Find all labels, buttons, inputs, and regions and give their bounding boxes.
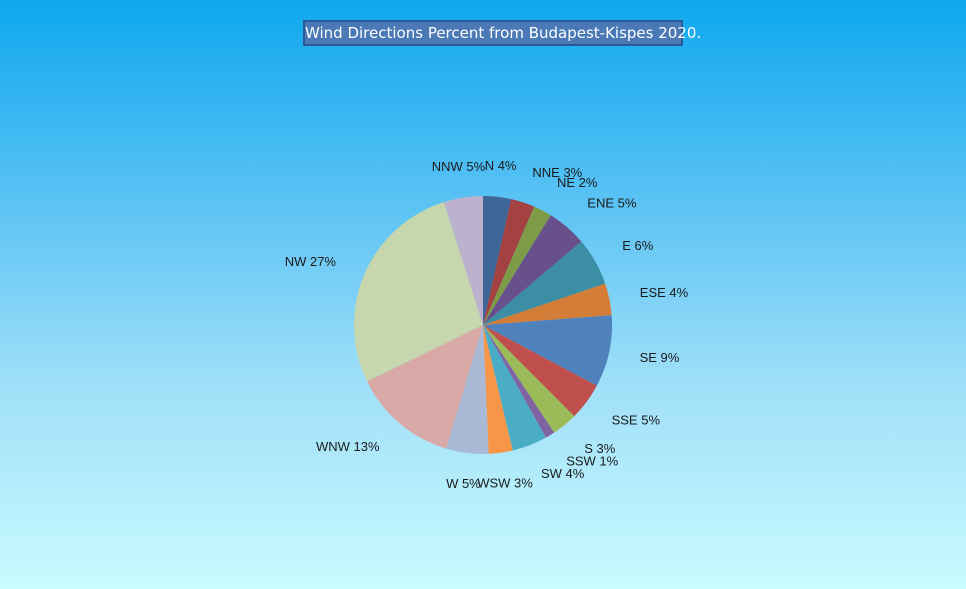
- pie-label-5: ESE 4%: [640, 285, 689, 300]
- pie-label-2: NE 2%: [557, 175, 598, 190]
- chart-title: Wind Directions Percent from Budapest-Ki…: [303, 20, 701, 46]
- pie-label-12: W 5%: [446, 476, 481, 491]
- pie-slice-3: [483, 215, 582, 325]
- pie-slice-14: [354, 202, 483, 382]
- pie-label-8: S 3%: [584, 441, 616, 456]
- pie-label-10: SW 4%: [541, 466, 585, 481]
- pie-slice-6: [483, 315, 612, 386]
- pie-label-15: NNW 5%: [432, 159, 486, 174]
- pie-slice-15: [443, 196, 483, 325]
- pie-slice-0: [483, 196, 512, 325]
- pie-label-11: WSW 3%: [477, 476, 533, 491]
- pie-label-3: ENE 5%: [587, 196, 637, 211]
- pie-slices: [354, 196, 612, 455]
- pie-slice-4: [483, 241, 606, 325]
- pie-slice-10: [483, 325, 546, 451]
- pie-slice-2: [483, 206, 551, 325]
- pie-label-0: N 4%: [485, 158, 517, 173]
- pie-label-7: SSE 5%: [612, 412, 661, 427]
- pie-slice-8: [483, 325, 575, 433]
- pie-slice-5: [483, 283, 612, 325]
- pie-labels: N 4% NNE 3%NE 2% ENE 5% E 6% ESE 4% SE 9% SSE …: [285, 158, 689, 491]
- pie-slice-1: [483, 199, 535, 325]
- pie-label-9: SSW 1%: [566, 454, 618, 469]
- pie-label-1: NNE 3%: [532, 165, 582, 180]
- pie-label-14: NW 27%: [285, 254, 337, 269]
- pie-slice-9: [483, 325, 555, 438]
- pie-label-6: SE 9%: [640, 350, 680, 365]
- pie-slice-12: [446, 325, 489, 455]
- pie-slice-11: [483, 325, 513, 454]
- pie-slice-7: [483, 325, 597, 417]
- pie-label-4: E 6%: [622, 238, 654, 253]
- pie-label-13: WNW 13%: [316, 439, 380, 454]
- pie-slice-13: [366, 325, 483, 449]
